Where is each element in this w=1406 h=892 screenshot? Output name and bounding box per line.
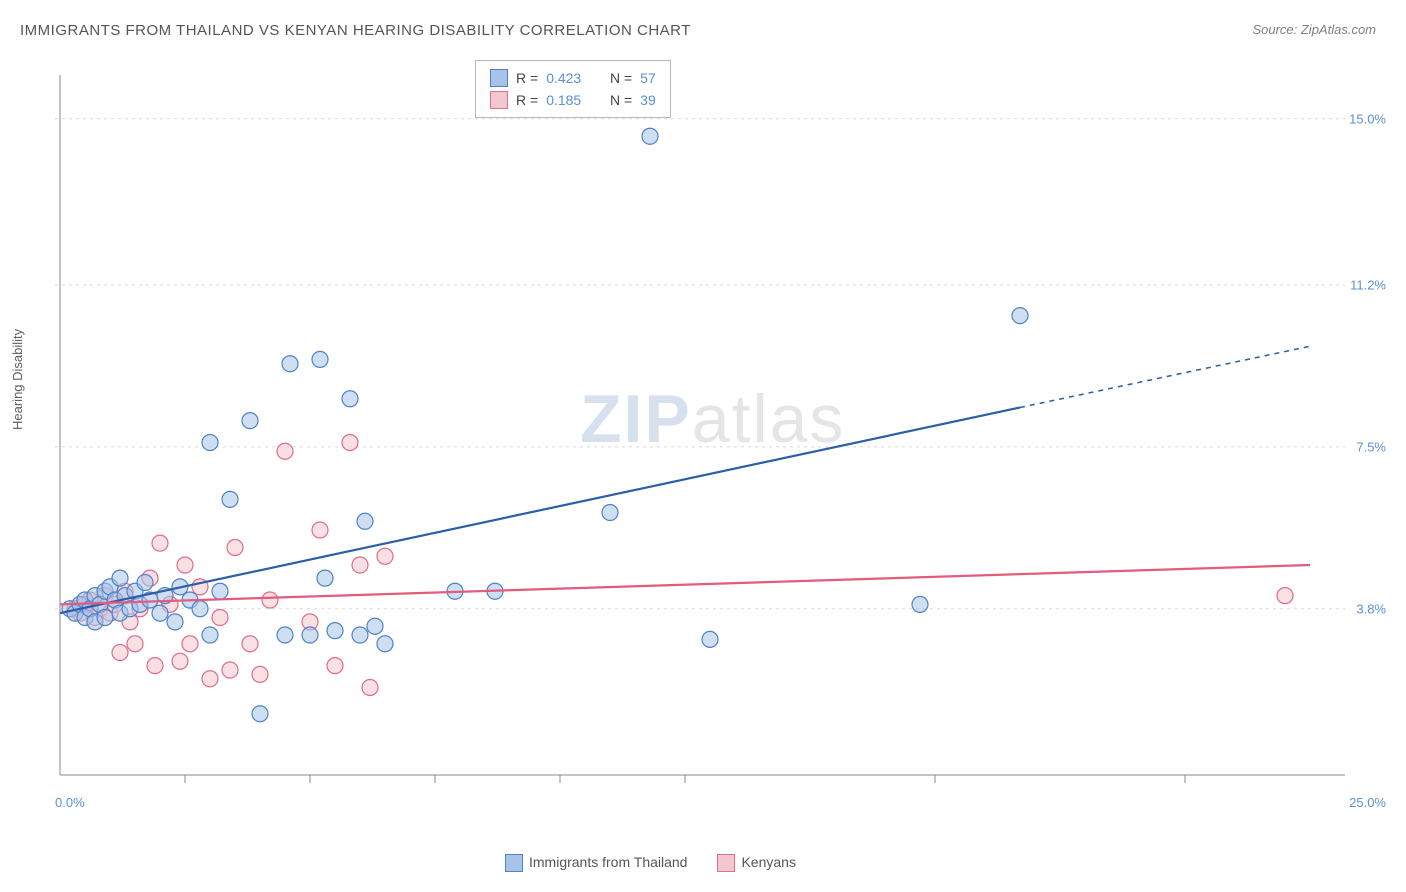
legend-label: Kenyans (741, 854, 795, 870)
legend-N-label: N = (602, 67, 632, 89)
legend-R-value: 0.185 (546, 89, 594, 111)
source-label: Source: ZipAtlas.com (1252, 22, 1376, 37)
legend-swatch (490, 91, 508, 109)
y-axis-label: Hearing Disability (10, 329, 25, 430)
legend-N-value: 39 (640, 89, 656, 111)
legend-R-value: 0.423 (546, 67, 594, 89)
legend-label: Immigrants from Thailand (529, 854, 687, 870)
legend-item: Kenyans (717, 854, 795, 872)
chart-title: IMMIGRANTS FROM THAILAND VS KENYAN HEARI… (20, 22, 691, 39)
scatter-chart-svg (55, 55, 1345, 815)
legend-stat-row: R = 0.185 N = 39 (490, 89, 656, 111)
legend-stat-row: R = 0.423 N = 57 (490, 67, 656, 89)
legend-bottom: Immigrants from Thailand Kenyans (505, 854, 796, 872)
legend-swatch (505, 854, 523, 872)
legend-N-value: 57 (640, 67, 656, 89)
legend-swatch (490, 69, 508, 87)
y-tick-label: 3.8% (1356, 601, 1386, 616)
legend-swatch (717, 854, 735, 872)
legend-R-label: R = (516, 89, 538, 111)
legend-N-label: N = (602, 89, 632, 111)
y-tick-label: 7.5% (1356, 439, 1386, 454)
legend-R-label: R = (516, 67, 538, 89)
x-tick-left: 0.0% (55, 795, 85, 810)
x-tick-right: 25.0% (1349, 795, 1386, 810)
y-tick-label: 15.0% (1349, 111, 1386, 126)
legend-stats-box: R = 0.423 N = 57 R = 0.185 N = 39 (475, 60, 671, 118)
y-tick-label: 11.2% (1350, 278, 1386, 293)
chart-area (55, 55, 1345, 815)
legend-item: Immigrants from Thailand (505, 854, 687, 872)
